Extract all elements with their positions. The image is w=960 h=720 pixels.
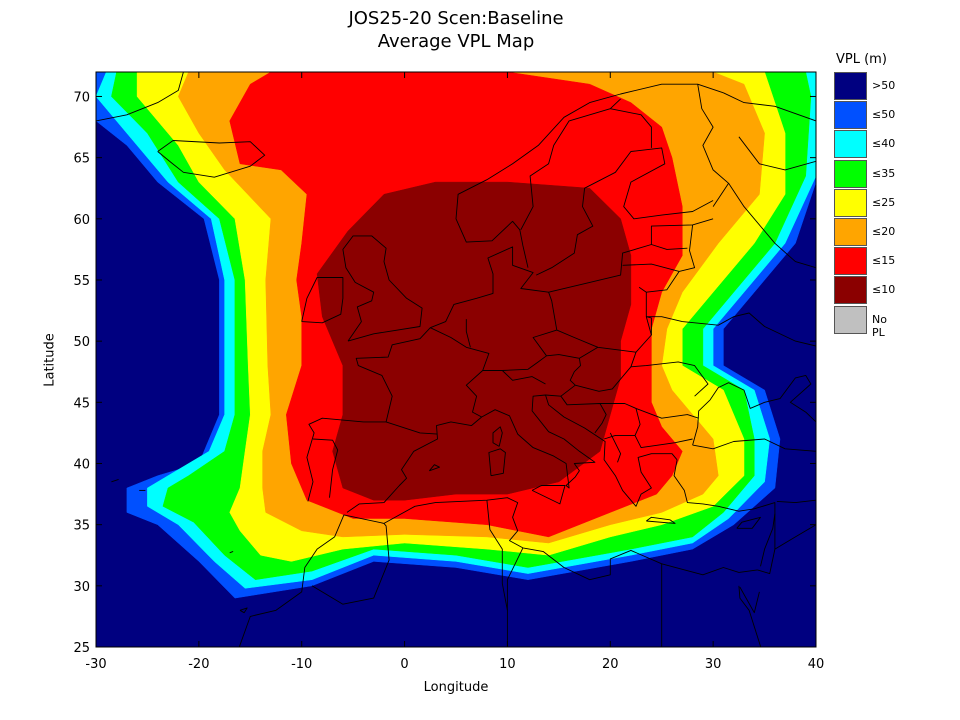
chart-title: JOS25-20 Scen:Baseline (348, 8, 564, 29)
vpl-region-7 (316, 181, 632, 501)
legend-swatch (834, 247, 867, 276)
y-tick-label: 55 (73, 274, 90, 289)
x-tick-label: 30 (705, 657, 722, 672)
legend-swatch (834, 101, 867, 130)
legend-label: ≤25 (872, 195, 896, 209)
y-tick-label: 35 (73, 519, 90, 534)
chart-subtitle: Average VPL Map (377, 31, 535, 52)
y-tick-label: 30 (73, 580, 90, 595)
legend-label: ≤15 (872, 254, 896, 268)
y-tick-label: 50 (73, 335, 90, 350)
legend-swatch (834, 217, 867, 246)
x-tick-label: 20 (602, 657, 619, 672)
y-tick-label: 70 (73, 90, 90, 105)
y-tick-label: 40 (73, 457, 90, 472)
x-tick-label: -10 (291, 657, 312, 672)
y-axis-label: Latitude (42, 333, 58, 387)
legend-swatch (834, 276, 867, 305)
legend-swatch (834, 305, 867, 334)
legend-swatch (834, 188, 867, 217)
y-tick-label: 60 (73, 213, 90, 228)
legend-swatch (834, 159, 867, 188)
x-tick-label: -30 (85, 657, 106, 672)
legend-label: ≤35 (872, 166, 896, 180)
y-tick-label: 65 (73, 152, 90, 167)
plot-frame (95, 71, 817, 648)
legend-label: ≤40 (872, 137, 896, 151)
x-tick-label: -20 (188, 657, 209, 672)
legend-swatch (834, 130, 867, 159)
x-tick-label: 10 (499, 657, 516, 672)
legend-swatch (834, 72, 867, 100)
legend-label: No PL (872, 312, 887, 339)
legend-label: >50 (872, 79, 896, 92)
x-axis-label: Longitude (423, 680, 489, 695)
y-tick-label: 45 (73, 396, 90, 411)
legend-label: ≤20 (872, 224, 896, 238)
colorbar-title: VPL (m) (836, 52, 887, 67)
x-tick-label: 0 (400, 657, 408, 672)
legend-label: ≤10 (872, 283, 896, 297)
legend-label: ≤50 (872, 108, 896, 122)
y-tick-label: 25 (73, 641, 90, 656)
x-tick-label: 40 (808, 657, 825, 672)
coastline-overlay (96, 72, 816, 647)
